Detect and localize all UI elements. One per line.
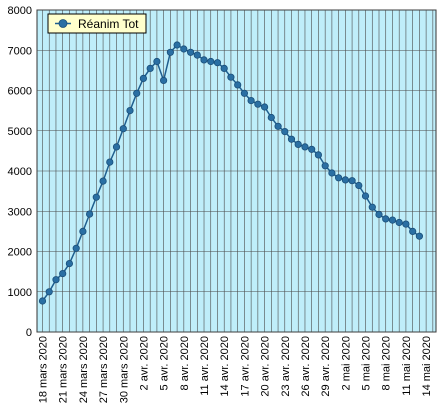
x-tick-label: 14 mai 2020 [421, 336, 433, 397]
data-point [227, 73, 235, 81]
data-point [173, 41, 181, 49]
x-tick-label: 8 mai 2020 [381, 336, 393, 390]
x-tick-label: 2 mai 2020 [340, 336, 352, 390]
y-axis-tick-labels: 0 1000 2000 3000 4000 5000 6000 7000 8000 [8, 5, 32, 339]
data-point [395, 218, 403, 227]
x-tick-label: 18 mars 2020 [38, 336, 50, 403]
data-point [260, 103, 269, 111]
data-point [321, 162, 329, 170]
data-point [112, 143, 121, 151]
data-point [213, 59, 222, 67]
series-reanim-tot [38, 41, 423, 305]
x-tick-label: 17 avr. 2020 [239, 336, 251, 397]
data-point [402, 220, 410, 228]
x-tick-label: 5 avr. 2020 [159, 336, 171, 390]
data-point [388, 216, 397, 224]
data-point [328, 169, 336, 177]
data-point [166, 48, 174, 56]
y-tick-label: 4000 [8, 166, 32, 178]
x-tick-label: 11 mai 2020 [401, 336, 413, 396]
x-tick-label: 14 avr. 2020 [219, 336, 231, 397]
data-point [368, 203, 376, 211]
legend: Réanim Tot [47, 13, 147, 34]
y-tick-label: 5000 [8, 126, 32, 138]
x-tick-label: 26 avr. 2020 [300, 336, 312, 397]
x-tick-label: 23 avr. 2020 [280, 336, 292, 397]
x-tick-label: 5 mai 2020 [361, 336, 373, 390]
legend-box [47, 13, 147, 34]
data-point [308, 145, 316, 153]
data-point [86, 210, 94, 218]
y-tick-label: 3000 [8, 206, 32, 218]
data-point [99, 177, 107, 185]
data-point [207, 57, 215, 66]
data-point [415, 232, 423, 240]
x-tick-label: 8 avr. 2020 [179, 336, 191, 390]
data-point [160, 76, 168, 85]
data-point [153, 57, 161, 66]
y-tick-label: 7000 [8, 45, 32, 57]
data-point [72, 244, 80, 252]
x-tick-label: 29 avr. 2020 [320, 336, 332, 397]
data-point [409, 227, 417, 235]
x-axis-tick-labels: 18 mars 2020 21 mars 2020 24 mars 2020 27 m… [38, 336, 434, 403]
data-point [334, 174, 343, 182]
data-point [133, 89, 141, 97]
data-point [254, 100, 262, 108]
data-point [361, 192, 370, 200]
data-point [59, 269, 67, 278]
legend-marker-icon [58, 19, 68, 28]
data-point [234, 81, 242, 89]
x-tick-label: 2 avr. 2020 [138, 336, 150, 390]
x-tick-label: 27 mars 2020 [98, 336, 110, 403]
data-point [281, 128, 289, 136]
gridlines [37, 9, 436, 333]
legend-label: Réanim Tot [78, 17, 139, 31]
data-point [119, 125, 127, 133]
data-point [126, 107, 134, 115]
data-point [375, 210, 383, 219]
data-point [200, 56, 208, 64]
data-point [187, 48, 195, 56]
data-point [180, 45, 188, 53]
data-point [65, 259, 74, 268]
data-point [193, 51, 201, 59]
data-point [314, 151, 322, 159]
y-tick-label: 6000 [8, 86, 32, 98]
y-tick-label: 1000 [8, 287, 32, 299]
data-point [52, 276, 60, 284]
data-point [301, 143, 309, 151]
x-tick-label: 20 avr. 2020 [260, 336, 272, 397]
x-tick-label: 21 mars 2020 [58, 336, 70, 403]
data-point [348, 177, 356, 185]
data-point [79, 227, 87, 235]
data-point [341, 176, 349, 184]
y-tick-label: 0 [26, 327, 32, 339]
data-point [146, 64, 154, 73]
series-markers [38, 41, 423, 305]
data-point [38, 297, 47, 305]
data-point [382, 215, 390, 223]
y-tick-label: 2000 [8, 247, 32, 259]
x-tick-label: 24 mars 2020 [78, 336, 90, 403]
x-tick-label: 11 avr. 2020 [199, 336, 211, 396]
data-point [139, 74, 147, 83]
data-point [92, 193, 100, 201]
data-point [267, 113, 275, 122]
data-point [106, 158, 114, 166]
data-point [240, 89, 248, 97]
data-point [274, 122, 282, 130]
data-point [294, 140, 302, 148]
data-point [355, 181, 363, 190]
x-tick-label: 30 mars 2020 [118, 336, 130, 403]
data-point [45, 288, 53, 296]
y-tick-label: 8000 [8, 5, 32, 17]
data-point [220, 64, 228, 73]
data-point [287, 135, 296, 143]
data-point [247, 97, 255, 105]
